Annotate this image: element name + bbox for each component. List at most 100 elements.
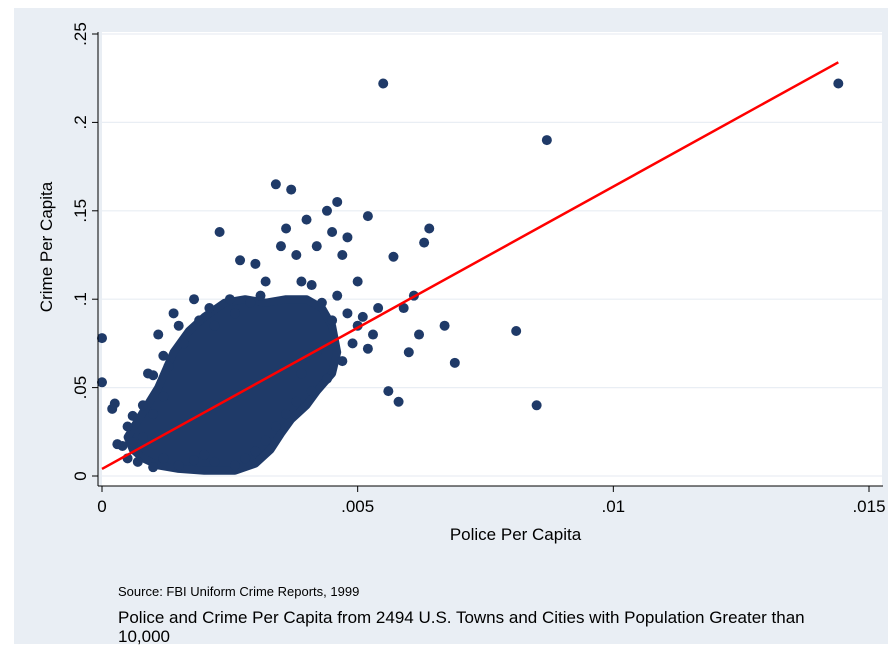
data-point-84 [127, 410, 138, 421]
data-point-23 [281, 223, 292, 234]
data-point-94 [255, 290, 266, 301]
data-point-39 [373, 303, 384, 314]
data-point-36 [357, 311, 368, 322]
data-point-79 [158, 453, 169, 464]
data-point-15 [204, 303, 215, 314]
data-point-54 [541, 135, 552, 146]
data-point-56 [316, 297, 327, 308]
data-point-53 [531, 400, 542, 411]
data-point-50 [439, 320, 450, 331]
data-point-51 [449, 357, 460, 368]
data-point-29 [311, 241, 322, 252]
data-point-41 [388, 251, 399, 262]
data-point-1 [97, 377, 107, 388]
data-point-21 [270, 179, 281, 190]
data-point-20 [260, 276, 271, 287]
y-tick-label-5: .25 [71, 22, 90, 46]
data-point-48 [419, 237, 430, 248]
data-point-63 [296, 368, 307, 379]
data-point-32 [327, 227, 338, 238]
data-point-60 [321, 373, 332, 384]
data-point-68 [362, 343, 373, 354]
data-point-80 [148, 462, 159, 473]
data-point-92 [229, 308, 240, 319]
axes [92, 32, 883, 492]
data-point-22 [275, 241, 286, 252]
axis-labels: 0 .05 .1 .15 .2 .25 0 .005 .01 .015 Police Per Cap… [37, 22, 886, 544]
data-point-24 [286, 184, 297, 195]
data-point-17 [224, 294, 235, 305]
data-point-81 [132, 456, 143, 467]
data-point-43 [393, 396, 404, 407]
data-point-3 [109, 398, 120, 409]
data-point-9 [148, 370, 159, 381]
fit-line [101, 61, 839, 471]
x-tick-label-1: .005 [341, 497, 374, 516]
source-note: Source: FBI Uniform Crime Reports, 1999 [118, 584, 360, 599]
data-point-33 [337, 250, 348, 260]
x-tick-label-2: .01 [602, 497, 626, 516]
data-point-69 [281, 409, 292, 420]
data-point-26 [296, 276, 307, 287]
data-point-77 [189, 455, 200, 466]
data-point-93 [245, 297, 256, 308]
fit-line-group [101, 61, 839, 471]
data-point-90 [194, 315, 205, 326]
data-point-85 [137, 400, 148, 411]
y-tick-label-0: 0 [71, 471, 90, 480]
data-point-14 [189, 294, 200, 305]
data-point-57 [327, 315, 338, 326]
data-point-11 [158, 391, 169, 402]
data-point-61 [306, 386, 317, 397]
data-point-25 [291, 250, 302, 260]
data-point-76 [199, 449, 210, 460]
data-point-10 [153, 329, 164, 340]
y-tick-label-1: .05 [71, 376, 90, 400]
data-point-89 [173, 320, 184, 331]
data-point-73 [240, 453, 251, 464]
x-axis-title: Police Per Capita [450, 525, 582, 544]
y-axis-title: Crime Per Capita [37, 181, 56, 312]
data-point-5 [122, 421, 133, 432]
data-point-83 [112, 439, 123, 450]
data-point-35 [352, 276, 363, 287]
data-point-49 [424, 223, 435, 234]
data-point-87 [158, 350, 169, 361]
data-point-6 [127, 437, 138, 448]
data-point-88 [163, 361, 174, 372]
y-tick-label-2: .1 [71, 292, 90, 306]
data-point-75 [209, 456, 220, 467]
data-point-72 [250, 446, 261, 457]
chart-figure: 0 .05 .1 .15 .2 .25 0 .005 .01 .015 Police Per Cap… [14, 8, 888, 646]
data-point-91 [209, 320, 220, 331]
data-point-70 [270, 421, 281, 432]
data-point-19 [250, 258, 261, 269]
data-point-45 [403, 347, 414, 358]
x-tick-label-0: 0 [97, 497, 106, 516]
figure-caption: Police and Crime Per Capita from 2494 U.… [118, 608, 805, 646]
data-point-74 [229, 460, 240, 471]
data-point-58 [347, 338, 358, 349]
y-tick-label-3: .15 [71, 199, 90, 223]
data-point-40 [378, 78, 389, 89]
data-point-65 [332, 290, 343, 301]
data-point-59 [337, 356, 348, 367]
data-point-16 [214, 227, 225, 238]
data-point-31 [332, 196, 343, 207]
x-tick-label-3: .015 [852, 497, 885, 516]
data-point-71 [260, 435, 271, 446]
data-point-37 [362, 211, 373, 222]
data-point-42 [383, 386, 394, 397]
data-point-0 [97, 333, 107, 344]
data-point-7 [137, 432, 148, 443]
data-point-30 [321, 205, 332, 216]
data-point-27 [301, 214, 312, 225]
data-point-62 [291, 396, 302, 407]
data-point-86 [148, 409, 159, 420]
data-point-78 [173, 460, 184, 471]
data-point-28 [306, 280, 317, 291]
data-point-55 [833, 78, 844, 89]
data-point-66 [342, 308, 353, 319]
data-point-38 [368, 329, 379, 340]
y-tick-label-4: .2 [71, 115, 90, 129]
